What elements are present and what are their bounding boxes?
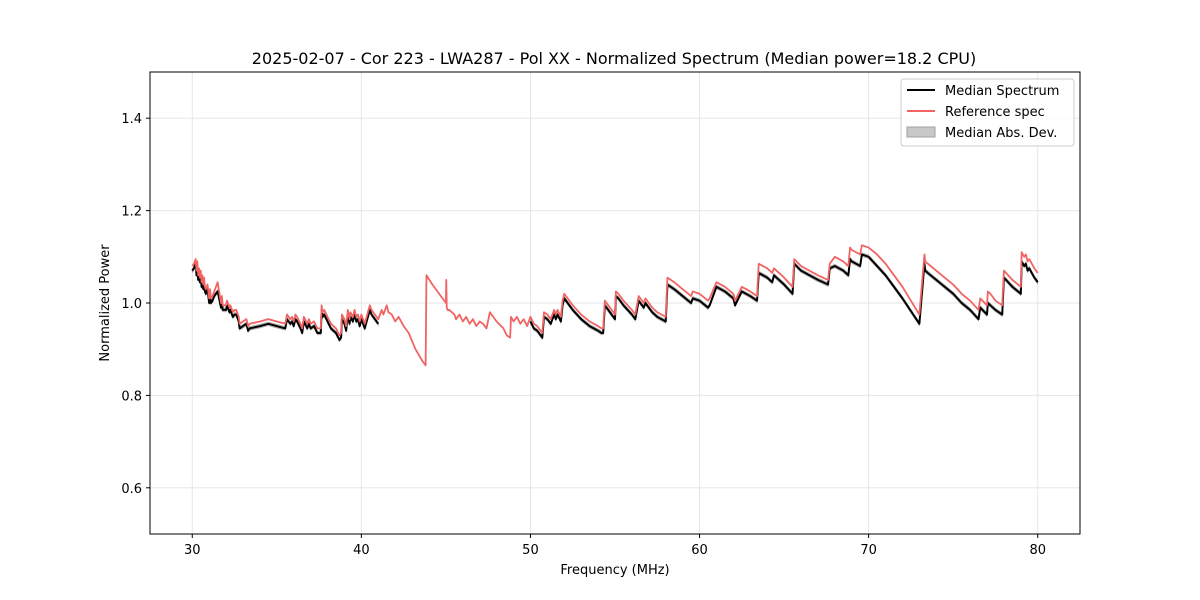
y-tick-label: 0.8 bbox=[121, 389, 142, 404]
x-tick-label: 60 bbox=[691, 543, 708, 558]
x-axis-label: Frequency (MHz) bbox=[560, 563, 669, 578]
y-tick-label: 1.0 bbox=[121, 297, 142, 312]
legend-mad-swatch bbox=[906, 126, 936, 138]
axis-ticks: 30 40 50 60 70 80 0.6 0.8 1.0 1.2 1.4 bbox=[121, 112, 1046, 558]
legend-frame bbox=[900, 78, 1075, 147]
legend-median-label: Median Spectrum bbox=[945, 84, 1059, 99]
legend-mad-label: Median Abs. Dev. bbox=[945, 126, 1057, 141]
median-spectrum-line bbox=[529, 253, 1039, 339]
y-tick-label: 1.4 bbox=[121, 112, 142, 127]
x-tick-label: 80 bbox=[1029, 543, 1046, 558]
legend-reference-label: Reference spec bbox=[945, 105, 1045, 120]
legend: Median Spectrum Reference spec Median Ab… bbox=[900, 78, 1075, 147]
y-axis-label: Normalized Power bbox=[98, 244, 113, 362]
x-tick-label: 50 bbox=[522, 543, 539, 558]
series-layer bbox=[191, 244, 1039, 367]
x-tick-label: 40 bbox=[353, 543, 370, 558]
y-tick-label: 0.6 bbox=[121, 482, 142, 497]
x-tick-label: 30 bbox=[184, 543, 201, 558]
y-tick-label: 1.2 bbox=[121, 205, 142, 220]
x-tick-label: 70 bbox=[860, 543, 877, 558]
chart-title: 2025-02-07 - Cor 223 - LWA287 - Pol XX -… bbox=[252, 49, 976, 68]
reference-spec-line bbox=[191, 244, 1039, 367]
